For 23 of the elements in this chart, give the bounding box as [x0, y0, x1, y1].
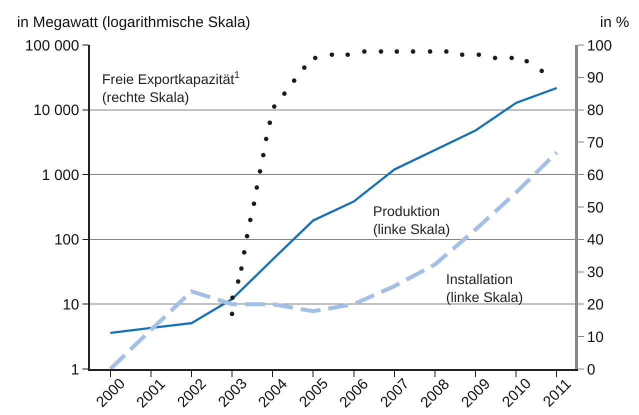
y-tick-label: 10 000 [33, 102, 80, 120]
y-tick-label: 100 [54, 232, 80, 249]
text: Freie Exportkapazität$^{1}$ (rechte Skala) [102, 70, 240, 106]
y2-tick-label: 80 [587, 102, 604, 120]
y-tick-label: 100 000 [25, 37, 80, 54]
y2-tick-label: 100 [587, 37, 612, 54]
y2-tick-label: 40 [587, 232, 604, 249]
y-tick-label: 1 [70, 361, 80, 378]
y2-tick-label: 10 [587, 328, 604, 346]
y2-tick-label: 90 [587, 70, 604, 87]
y2-tick-label: 70 [587, 134, 604, 152]
y-tick-label: 10 [62, 296, 80, 314]
series-label: Produktion (linke Skala) [373, 203, 450, 238]
y2-tick-label: 20 [587, 296, 604, 314]
line-series [108, 150, 559, 369]
series-label: Installation (linke Skala) [446, 271, 524, 306]
y2-tick-label: 60 [587, 166, 604, 184]
y2-tick-label: 0 [587, 361, 596, 378]
y-axis-title: in Megawatt (logarithmische Skala) [17, 14, 250, 31]
y2-axis-title: in % [600, 14, 630, 31]
y2-tick-label: 30 [587, 264, 604, 282]
y2-tick-label: 50 [587, 199, 604, 216]
y-tick-label: 1 000 [42, 166, 80, 184]
